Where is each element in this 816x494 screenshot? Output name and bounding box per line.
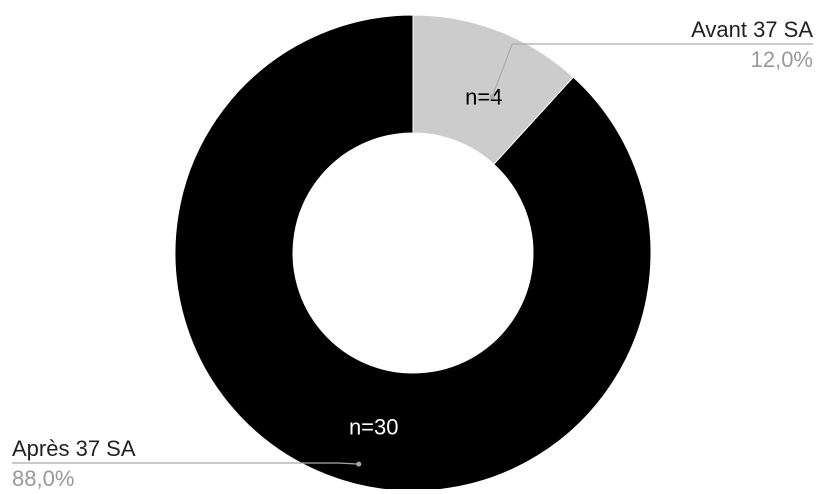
slice-percent-label-avant-37-sa: 12,0% [751,47,813,72]
slice-label-avant-37-sa: Avant 37 SA [691,17,813,42]
leader-line-avant-37-sa [491,43,813,98]
leader-line-apres-37-sa [12,462,359,465]
slice-count-label-avant-37-sa: n=4 [465,84,502,109]
slice-count-label-apres-37-sa: n=30 [349,414,399,439]
slice-percent-label-apres-37-sa: 88,0% [12,466,74,489]
slice-label-apres-37-sa: Après 37 SA [12,436,136,461]
donut-slice-apres-37-sa [174,14,652,492]
